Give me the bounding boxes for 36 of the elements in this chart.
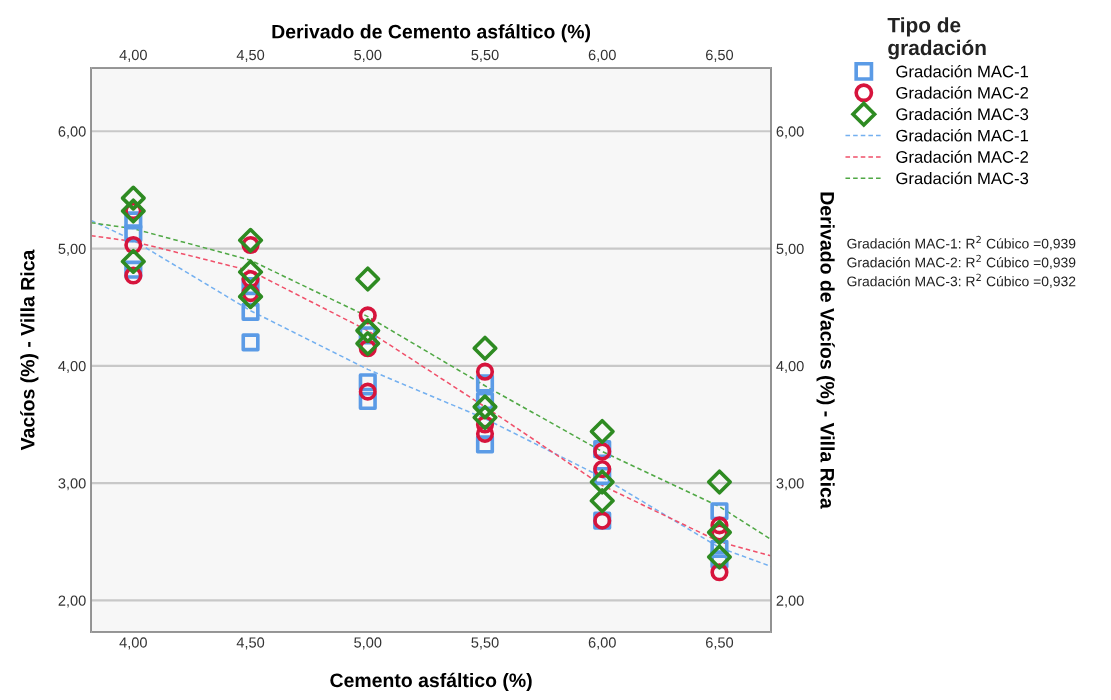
y-tick-label: 2,00 bbox=[58, 595, 86, 608]
y-tick-label: 6,00 bbox=[58, 126, 86, 139]
x2-tick-label: 6,50 bbox=[706, 49, 734, 62]
y2-tick-label: 4,00 bbox=[776, 360, 804, 373]
x-tick-label: 4,00 bbox=[119, 637, 147, 650]
x-tick-label: 6,00 bbox=[588, 637, 616, 650]
y2-tick-label: 6,00 bbox=[776, 126, 804, 139]
legend-label: Gradación MAC-3 bbox=[896, 171, 1029, 185]
x2-tick-label: 4,00 bbox=[119, 49, 147, 62]
legend-title: Tipo de gradación bbox=[887, 17, 986, 60]
y2-axis-title: Derivado de Vacíos (%) - Villa Rica bbox=[816, 192, 835, 509]
y2-tick-label: 2,00 bbox=[776, 595, 804, 608]
x2-tick-label: 4,50 bbox=[236, 49, 265, 62]
y2-tick-label: 5,00 bbox=[776, 243, 804, 256]
y-axis-title: Vacíos (%) - Villa Rica bbox=[20, 249, 39, 451]
x2-tick-label: 6,00 bbox=[588, 49, 616, 62]
y-tick-label: 5,00 bbox=[58, 243, 86, 256]
x-tick-label: 4,50 bbox=[236, 637, 265, 650]
x2-tick-label: 5,50 bbox=[471, 49, 499, 62]
x2-tick-label: 5,00 bbox=[354, 49, 382, 62]
x-tick-label: 5,50 bbox=[471, 637, 499, 650]
legend-label: Gradación MAC-1 bbox=[896, 129, 1029, 142]
x-tick-label: 6,50 bbox=[706, 637, 734, 650]
x-tick-label: 5,00 bbox=[354, 637, 382, 650]
legend-label: Gradación MAC-2 bbox=[896, 150, 1029, 163]
legend-label: Gradación MAC-1 bbox=[896, 64, 1029, 78]
y2-tick-label: 3,00 bbox=[776, 478, 804, 491]
x-axis-title: Cemento asfáltico (%) bbox=[330, 672, 532, 692]
text: Gradación MAC-2: R$^{2}$ Cúbico =0,939 bbox=[847, 254, 1076, 270]
legend-label: Gradación MAC-2 bbox=[896, 86, 1029, 99]
text: Gradación MAC-1: R$^{2}$ Cúbico =0,939 bbox=[847, 235, 1076, 251]
y-tick-label: 4,00 bbox=[58, 360, 86, 373]
x2-axis-title: Derivado de Cemento asfáltico (%) bbox=[272, 24, 591, 43]
text: Gradación MAC-3: R$^{2}$ Cúbico =0,932 bbox=[847, 273, 1076, 288]
legend-label: Gradación MAC-3 bbox=[896, 107, 1029, 121]
y-tick-label: 3,00 bbox=[58, 478, 86, 491]
